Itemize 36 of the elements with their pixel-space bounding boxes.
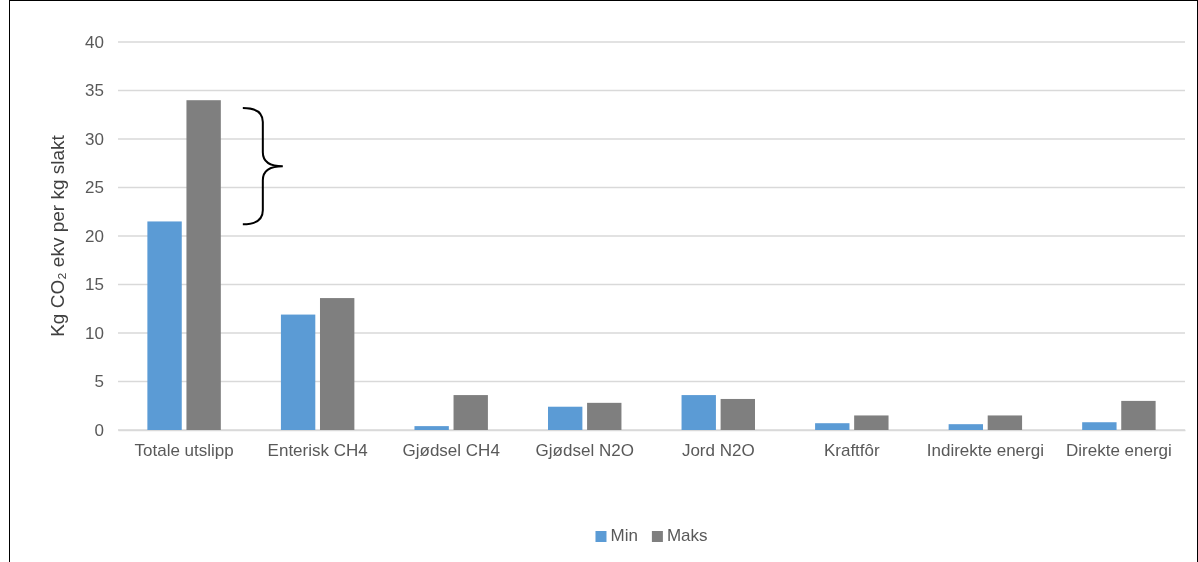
bar	[720, 398, 755, 430]
bar	[548, 406, 583, 430]
bar	[453, 395, 488, 430]
x-tick-label: Enterisk CH4	[267, 441, 368, 461]
bar	[987, 415, 1023, 430]
bar	[854, 415, 889, 430]
bar	[414, 426, 449, 430]
bar	[186, 100, 221, 430]
legend-label: Min	[610, 526, 638, 545]
bar	[815, 423, 850, 430]
y-tick-label: 20	[85, 226, 104, 246]
x-tick-label: Direkte energi	[1065, 441, 1172, 461]
bar	[280, 314, 316, 430]
bar	[587, 402, 622, 430]
x-tick-label: Indirekte energi	[926, 441, 1044, 461]
bar	[147, 221, 182, 430]
legend-label: Maks	[666, 526, 708, 545]
y-tick-label: 10	[85, 323, 104, 343]
x-tick-label: Gjødsel CH4	[402, 441, 500, 461]
bar	[1082, 422, 1117, 430]
y-tick-label: 15	[85, 275, 104, 295]
x-tick-label: Totale utslipp	[134, 441, 234, 461]
x-tick-label: Gjødsel N2O	[535, 441, 634, 461]
y-tick-label: 35	[85, 81, 104, 101]
y-axis-title: Kg CO₂ ekv per kg slakt	[47, 134, 68, 337]
y-tick-label: 40	[85, 32, 104, 52]
y-tick-label: 5	[94, 372, 104, 392]
bar	[1121, 400, 1156, 430]
bar	[319, 298, 355, 430]
y-tick-label: 25	[85, 178, 104, 198]
y-tick-label: 30	[85, 129, 104, 149]
x-tick-label: Jord N2O	[681, 441, 755, 461]
x-tick-label: Kraftfôr	[823, 441, 881, 461]
y-tick-label: 0	[94, 420, 104, 440]
bar	[948, 424, 984, 430]
bar	[681, 395, 716, 430]
